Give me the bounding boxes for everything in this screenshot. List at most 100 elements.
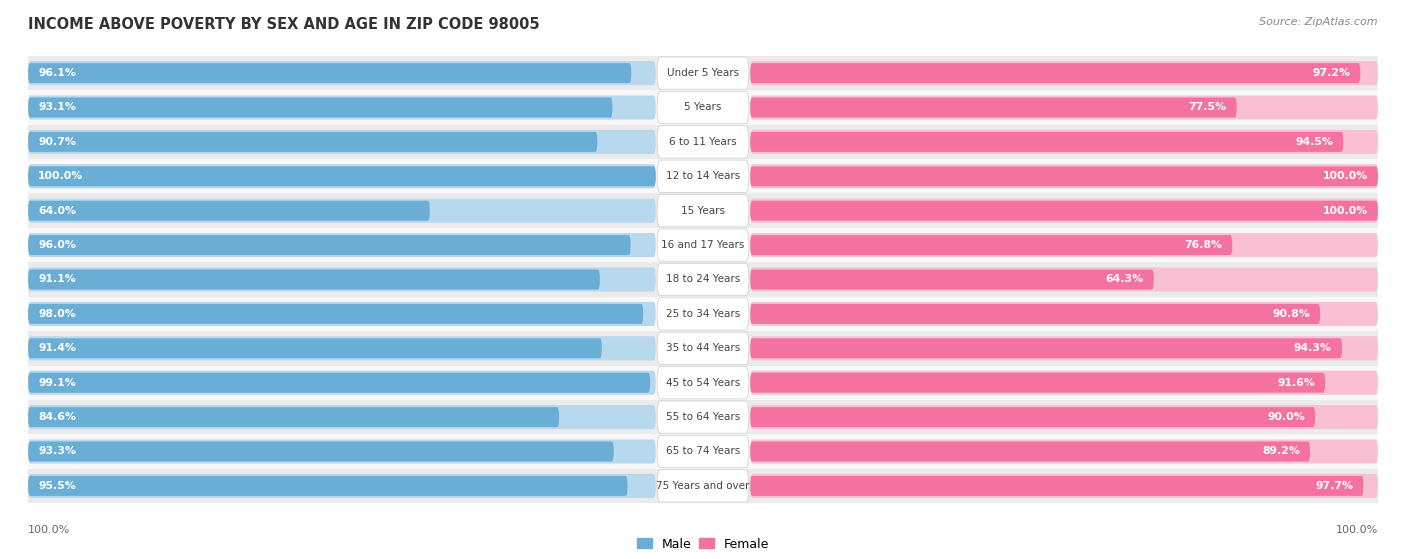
Text: 100.0%: 100.0% xyxy=(1336,525,1378,536)
Text: 45 to 54 Years: 45 to 54 Years xyxy=(666,378,740,388)
FancyBboxPatch shape xyxy=(28,407,560,427)
Text: 94.3%: 94.3% xyxy=(1294,343,1331,353)
FancyBboxPatch shape xyxy=(751,233,1378,257)
FancyBboxPatch shape xyxy=(751,304,1320,324)
FancyBboxPatch shape xyxy=(751,373,1326,392)
FancyBboxPatch shape xyxy=(751,97,1237,117)
Text: 77.5%: 77.5% xyxy=(1188,102,1226,112)
FancyBboxPatch shape xyxy=(751,405,1378,429)
Bar xyxy=(28,193,1378,228)
Bar xyxy=(28,228,1378,262)
FancyBboxPatch shape xyxy=(657,298,749,330)
Text: 55 to 64 Years: 55 to 64 Years xyxy=(666,412,740,422)
Text: 64.0%: 64.0% xyxy=(38,206,76,216)
FancyBboxPatch shape xyxy=(751,337,1378,361)
FancyBboxPatch shape xyxy=(28,304,643,324)
FancyBboxPatch shape xyxy=(28,338,602,358)
FancyBboxPatch shape xyxy=(28,439,655,463)
FancyBboxPatch shape xyxy=(28,233,655,257)
Text: 90.7%: 90.7% xyxy=(38,137,76,147)
Text: 75 Years and over: 75 Years and over xyxy=(657,481,749,491)
FancyBboxPatch shape xyxy=(28,405,655,429)
Text: 6 to 11 Years: 6 to 11 Years xyxy=(669,137,737,147)
Text: 91.4%: 91.4% xyxy=(38,343,76,353)
FancyBboxPatch shape xyxy=(751,198,1378,222)
Text: 96.0%: 96.0% xyxy=(38,240,76,250)
Text: 35 to 44 Years: 35 to 44 Years xyxy=(666,343,740,353)
FancyBboxPatch shape xyxy=(751,474,1378,498)
Legend: Male, Female: Male, Female xyxy=(637,538,769,551)
FancyBboxPatch shape xyxy=(28,302,655,326)
Bar xyxy=(28,297,1378,331)
FancyBboxPatch shape xyxy=(657,126,749,158)
FancyBboxPatch shape xyxy=(751,302,1378,326)
FancyBboxPatch shape xyxy=(751,267,1378,292)
Bar xyxy=(28,468,1378,503)
Bar xyxy=(28,159,1378,193)
Text: 91.6%: 91.6% xyxy=(1277,378,1315,388)
FancyBboxPatch shape xyxy=(751,235,1232,255)
FancyBboxPatch shape xyxy=(28,198,655,222)
FancyBboxPatch shape xyxy=(28,167,655,186)
FancyBboxPatch shape xyxy=(28,164,655,188)
Text: Source: ZipAtlas.com: Source: ZipAtlas.com xyxy=(1260,17,1378,27)
Text: 95.5%: 95.5% xyxy=(38,481,76,491)
FancyBboxPatch shape xyxy=(28,269,600,290)
FancyBboxPatch shape xyxy=(28,267,655,292)
FancyBboxPatch shape xyxy=(28,476,627,496)
FancyBboxPatch shape xyxy=(28,63,631,83)
Text: 91.1%: 91.1% xyxy=(38,274,76,285)
FancyBboxPatch shape xyxy=(751,201,1378,221)
FancyBboxPatch shape xyxy=(751,96,1378,120)
Text: 98.0%: 98.0% xyxy=(38,309,76,319)
Bar xyxy=(28,91,1378,125)
Text: Under 5 Years: Under 5 Years xyxy=(666,68,740,78)
FancyBboxPatch shape xyxy=(657,57,749,89)
FancyBboxPatch shape xyxy=(657,435,749,468)
Text: 94.5%: 94.5% xyxy=(1295,137,1333,147)
FancyBboxPatch shape xyxy=(751,61,1378,85)
FancyBboxPatch shape xyxy=(28,97,613,117)
Text: 76.8%: 76.8% xyxy=(1184,240,1222,250)
Text: 12 to 14 Years: 12 to 14 Years xyxy=(666,171,740,181)
FancyBboxPatch shape xyxy=(751,63,1361,83)
Text: 25 to 34 Years: 25 to 34 Years xyxy=(666,309,740,319)
Text: 93.1%: 93.1% xyxy=(38,102,76,112)
FancyBboxPatch shape xyxy=(751,476,1364,496)
Bar xyxy=(28,400,1378,434)
FancyBboxPatch shape xyxy=(657,263,749,296)
FancyBboxPatch shape xyxy=(751,439,1378,463)
Bar xyxy=(28,434,1378,468)
Text: 16 and 17 Years: 16 and 17 Years xyxy=(661,240,745,250)
Bar xyxy=(28,56,1378,91)
Bar xyxy=(28,262,1378,297)
FancyBboxPatch shape xyxy=(28,130,655,154)
FancyBboxPatch shape xyxy=(28,371,655,395)
FancyBboxPatch shape xyxy=(657,91,749,124)
FancyBboxPatch shape xyxy=(28,96,655,120)
FancyBboxPatch shape xyxy=(751,371,1378,395)
Text: 5 Years: 5 Years xyxy=(685,102,721,112)
FancyBboxPatch shape xyxy=(28,442,613,462)
FancyBboxPatch shape xyxy=(751,269,1154,290)
Text: 97.2%: 97.2% xyxy=(1312,68,1350,78)
Bar xyxy=(28,366,1378,400)
Text: 100.0%: 100.0% xyxy=(1323,206,1368,216)
FancyBboxPatch shape xyxy=(28,337,655,361)
Text: 65 to 74 Years: 65 to 74 Years xyxy=(666,447,740,457)
FancyBboxPatch shape xyxy=(28,474,655,498)
FancyBboxPatch shape xyxy=(657,401,749,433)
Text: 64.3%: 64.3% xyxy=(1105,274,1143,285)
FancyBboxPatch shape xyxy=(657,160,749,192)
FancyBboxPatch shape xyxy=(657,332,749,364)
Text: 89.2%: 89.2% xyxy=(1263,447,1301,457)
FancyBboxPatch shape xyxy=(28,132,598,152)
FancyBboxPatch shape xyxy=(28,373,650,392)
Bar xyxy=(28,125,1378,159)
FancyBboxPatch shape xyxy=(28,61,655,85)
FancyBboxPatch shape xyxy=(751,167,1378,186)
Text: 90.8%: 90.8% xyxy=(1272,309,1310,319)
Text: INCOME ABOVE POVERTY BY SEX AND AGE IN ZIP CODE 98005: INCOME ABOVE POVERTY BY SEX AND AGE IN Z… xyxy=(28,17,540,32)
Text: 18 to 24 Years: 18 to 24 Years xyxy=(666,274,740,285)
Text: 93.3%: 93.3% xyxy=(38,447,76,457)
